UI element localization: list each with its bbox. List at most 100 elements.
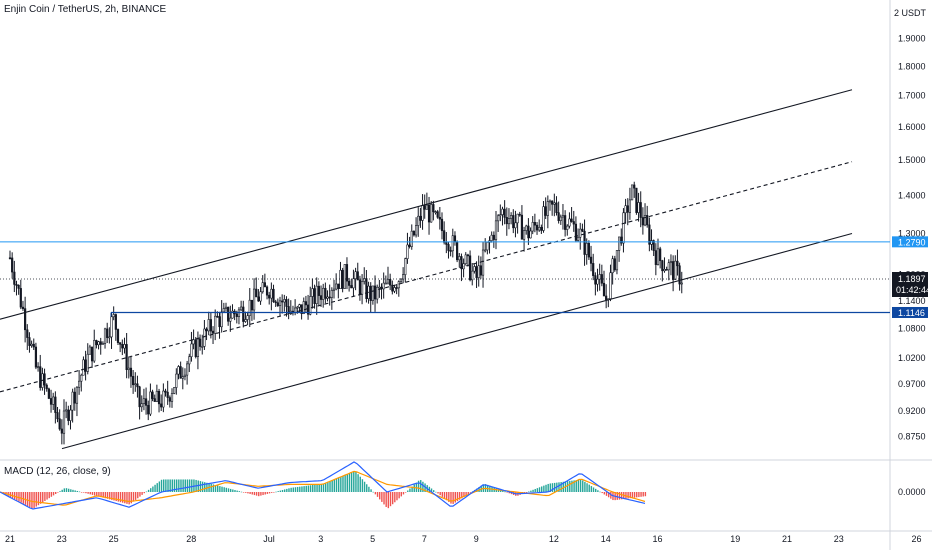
- candle-body: [255, 288, 258, 298]
- candle-body: [654, 250, 657, 265]
- candle-body: [609, 272, 612, 299]
- macd-histogram-bar: [167, 479, 169, 492]
- macd-histogram-bar: [281, 490, 284, 492]
- macd-histogram-bar: [394, 492, 396, 503]
- time-axis-label: 7: [422, 534, 427, 544]
- candle-body: [382, 282, 385, 290]
- macd-histogram-bar: [607, 492, 610, 498]
- macd-histogram-bar: [18, 492, 20, 502]
- macd-histogram-bar: [111, 492, 113, 500]
- candle-body: [386, 279, 390, 284]
- macd-histogram-bar: [433, 490, 435, 492]
- candle-body: [624, 205, 627, 214]
- candle-body: [166, 391, 169, 398]
- macd-histogram-bar: [223, 487, 225, 492]
- macd-histogram-bar: [249, 492, 251, 494]
- macd-histogram-bar: [549, 483, 552, 492]
- macd-histogram-bar: [158, 481, 161, 492]
- candle-body: [544, 206, 547, 216]
- candle-body: [302, 301, 305, 314]
- candle-body: [423, 205, 426, 210]
- macd-histogram-bar: [430, 488, 433, 492]
- candle-body: [106, 328, 109, 338]
- macd-histogram-bar: [409, 488, 411, 492]
- macd-histogram-bar: [402, 492, 405, 495]
- candle-body: [581, 228, 584, 232]
- candle-body: [319, 295, 323, 300]
- price-axis-label: 1.7000: [898, 91, 926, 101]
- candle-body: [566, 225, 569, 230]
- macd-histogram-bar: [63, 488, 66, 492]
- candle-body: [142, 398, 146, 404]
- macd-histogram-bar: [467, 492, 469, 495]
- candle-body: [620, 236, 623, 244]
- macd-histogram-bar: [633, 492, 636, 498]
- candle-body: [680, 282, 683, 285]
- candle-body: [231, 310, 234, 319]
- candle-body: [633, 184, 636, 189]
- macd-histogram-bar: [55, 492, 57, 494]
- candle-body: [635, 187, 638, 213]
- candle-body: [648, 224, 651, 245]
- candle-body: [149, 391, 152, 415]
- macd-histogram-bar: [296, 486, 299, 492]
- macd-histogram-bar: [48, 492, 50, 499]
- candle-body: [378, 286, 381, 289]
- macd-histogram-bar: [312, 484, 314, 492]
- macd-histogram-bar: [547, 483, 549, 492]
- candle-body: [637, 202, 640, 213]
- candle-body: [678, 265, 681, 285]
- macd-histogram-bar: [286, 488, 288, 492]
- price-axis-label: 1.3000: [898, 228, 926, 238]
- macd-histogram-bar: [435, 491, 437, 493]
- candle-body: [315, 285, 318, 304]
- time-axis-label: 28: [186, 534, 196, 544]
- candle-body: [427, 204, 431, 223]
- candle-body: [39, 366, 42, 388]
- candle-body: [147, 405, 150, 415]
- candle-body: [475, 266, 478, 278]
- macd-histogram-bar: [141, 492, 143, 495]
- candle-body: [572, 221, 575, 225]
- candle-body: [596, 278, 599, 285]
- candle-body: [160, 403, 163, 408]
- macd-histogram-bar: [113, 492, 115, 501]
- candle-body: [618, 236, 621, 251]
- macd-histogram-bar: [536, 488, 539, 492]
- macd-histogram-bar: [361, 479, 364, 492]
- time-axis-label: 23: [834, 534, 844, 544]
- candle-body: [507, 218, 511, 225]
- macd-histogram-bar: [439, 492, 441, 496]
- time-axis-label: 3: [318, 534, 323, 544]
- macd-histogram-bar: [44, 492, 46, 501]
- candle-body: [384, 282, 387, 285]
- candle-body: [155, 390, 158, 402]
- candle-body: [615, 250, 619, 271]
- macd-histogram-bar: [525, 492, 528, 493]
- candle-body: [404, 258, 407, 275]
- price-axis-label: 1.9000: [898, 34, 926, 44]
- candle-body: [181, 376, 184, 379]
- time-axis-label: 16: [652, 534, 662, 544]
- candle-body: [125, 344, 128, 370]
- macd-histogram-bar: [37, 492, 40, 506]
- macd-histogram-bar: [262, 492, 264, 496]
- macd-histogram-bar: [173, 479, 176, 492]
- candle-body: [630, 184, 634, 201]
- candle-body: [447, 244, 450, 251]
- time-axis-label: 5: [370, 534, 375, 544]
- macd-histogram-bar: [264, 492, 266, 495]
- candle-body: [237, 309, 241, 317]
- macd-histogram-bar: [67, 488, 70, 492]
- macd-histogram-bar: [78, 491, 81, 493]
- candle-body: [257, 296, 260, 302]
- macd-histogram-bar: [163, 479, 165, 492]
- candle-body: [296, 306, 299, 309]
- macd-histogram-bar: [277, 491, 279, 492]
- macd-histogram-bar: [370, 489, 372, 492]
- candle-body: [69, 409, 72, 421]
- macd-histogram-bar: [340, 476, 342, 492]
- candle-body: [611, 258, 614, 274]
